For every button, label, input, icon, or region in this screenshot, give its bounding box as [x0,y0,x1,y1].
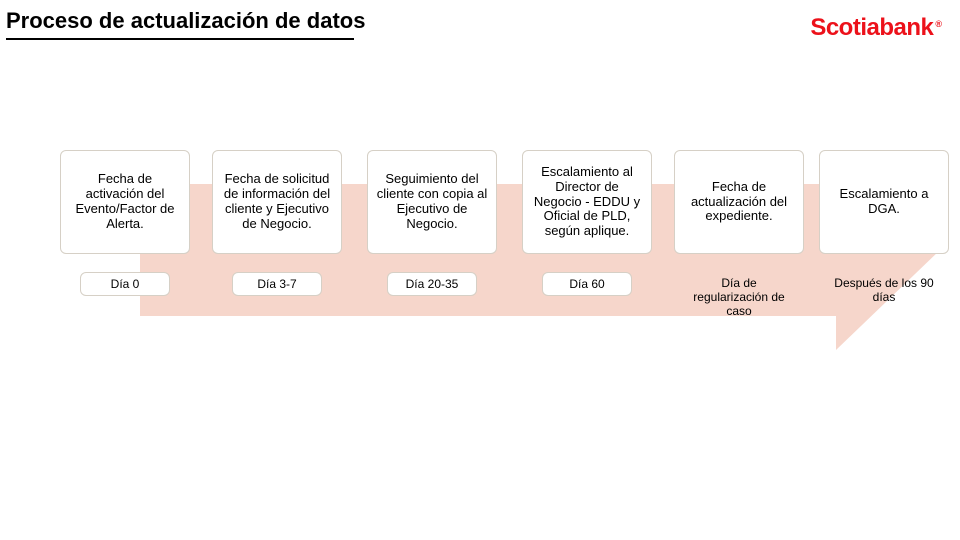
step-0-day: Día 0 [80,272,170,296]
step-1-card: Fecha de solicitud de información del cl… [212,150,342,254]
step-3: Escalamiento al Director de Negocio - ED… [522,150,652,296]
step-4: Fecha de actualización del expediente. D… [674,150,804,322]
step-5-day: Después de los 90 días [824,272,944,308]
step-4-card: Fecha de actualización del expediente. [674,150,804,254]
steps-row: Fecha de activación del Evento/Factor de… [0,150,960,390]
brand-name: Scotiabank [810,14,933,42]
step-4-day: Día de regularización de caso [679,272,799,322]
step-1: Fecha de solicitud de información del cl… [212,150,342,296]
title-block: Proceso de actualización de datos [6,8,365,40]
step-0: Fecha de activación del Evento/Factor de… [60,150,190,296]
step-3-day: Día 60 [542,272,632,296]
step-3-card: Escalamiento al Director de Negocio - ED… [522,150,652,254]
step-1-day: Día 3-7 [232,272,322,296]
step-2: Seguimiento del cliente con copia al Eje… [367,150,497,296]
title-underline [6,38,354,40]
step-2-day: Día 20-35 [387,272,477,296]
brand-logo: Scotiabank ® [810,14,942,42]
slide: Proceso de actualización de datos Scotia… [0,0,960,540]
step-2-card: Seguimiento del cliente con copia al Eje… [367,150,497,254]
step-5-card: Escalamiento a DGA. [819,150,949,254]
step-5: Escalamiento a DGA. Después de los 90 dí… [819,150,949,308]
page-title: Proceso de actualización de datos [6,8,365,36]
brand-registered-icon: ® [935,19,942,29]
step-0-card: Fecha de activación del Evento/Factor de… [60,150,190,254]
